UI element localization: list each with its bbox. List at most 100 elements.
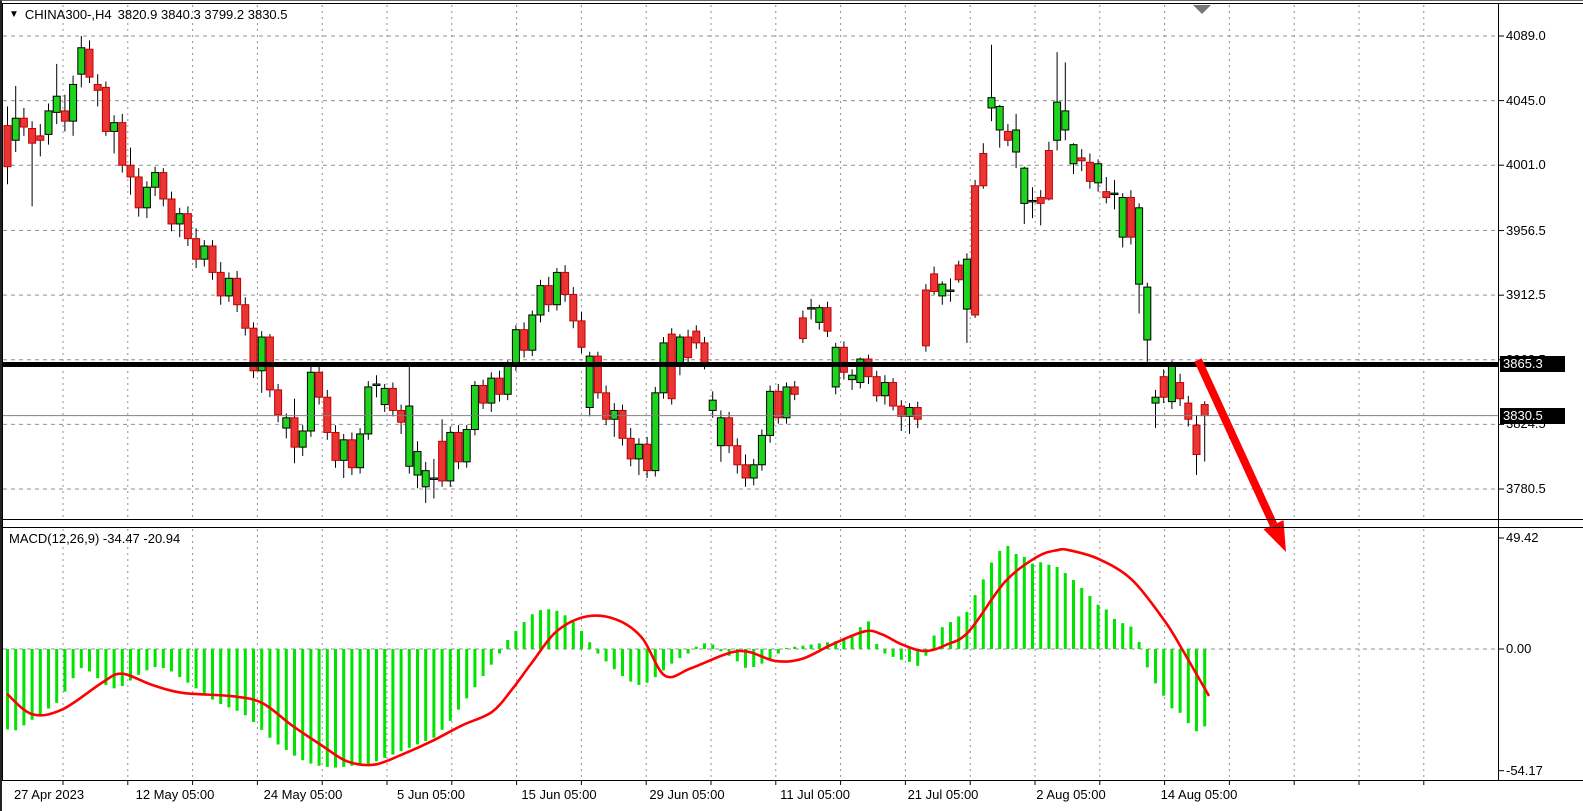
candle-bearish: [397, 409, 406, 423]
candle-bearish: [864, 358, 873, 378]
candle-bullish: [1028, 199, 1037, 203]
macd-histogram-bar: [719, 649, 723, 652]
candle-bullish: [880, 382, 889, 397]
candle-bullish: [552, 271, 561, 306]
trend-arrow-shaft: [1194, 358, 1278, 527]
candle-bullish: [1167, 362, 1176, 403]
macd-histogram-bar: [170, 649, 173, 672]
candle-bearish: [798, 317, 807, 339]
macd-histogram-bar: [375, 649, 378, 762]
candle-bullish: [224, 277, 233, 297]
macd-histogram-bar: [629, 649, 633, 682]
candle-bearish: [971, 185, 980, 316]
candle-bearish: [618, 409, 627, 439]
macd-histogram-bar: [55, 649, 59, 703]
price-axis-label: 4045.0: [1506, 92, 1546, 108]
macd-histogram-bar: [916, 649, 920, 666]
candle-bearish: [438, 440, 447, 482]
candle-bearish: [101, 86, 110, 132]
candle-bullish: [708, 399, 717, 411]
macd-histogram-bar: [1129, 626, 1133, 649]
macd-histogram-bar: [637, 649, 641, 685]
macd-histogram-bar: [1162, 649, 1166, 696]
candle-bullish: [405, 405, 414, 467]
candle-bearish: [454, 431, 463, 463]
candle-bullish: [1151, 396, 1160, 404]
macd-indicator-label: MACD(12,26,9) -34.47 -20.94: [9, 531, 181, 546]
candle-bearish: [1192, 424, 1201, 455]
macd-histogram-bar: [686, 649, 690, 654]
candle-bearish: [1126, 197, 1135, 238]
macd-histogram-bar: [112, 649, 116, 689]
candle-bullish: [987, 97, 996, 109]
macd-histogram-bar: [129, 649, 132, 681]
macd-histogram-bar: [670, 649, 674, 664]
candle-bullish: [487, 377, 496, 404]
macd-histogram-bar: [276, 649, 280, 745]
candle-bullish: [470, 384, 479, 431]
time-axis-label: 29 Jun 05:00: [649, 787, 725, 802]
macd-histogram-bar: [932, 635, 936, 649]
macd-histogram-bar: [334, 649, 337, 768]
macd-histogram-bar: [809, 644, 813, 649]
macd-histogram-bar: [621, 649, 624, 676]
macd-histogram-bar: [1072, 580, 1075, 649]
candle-bearish: [684, 336, 693, 359]
macd-histogram-bar: [1195, 649, 1198, 732]
macd-histogram-bar: [38, 649, 42, 715]
price-axis-label: 4001.0: [1506, 157, 1546, 173]
candle-bearish: [159, 172, 168, 200]
candle-bullish: [1110, 192, 1119, 196]
macd-histogram-bar: [448, 649, 452, 721]
macd-histogram-bar: [711, 644, 715, 649]
current-price-tag: 3830.5: [1500, 407, 1565, 424]
candle-bearish: [183, 213, 192, 240]
candle-bullish: [905, 407, 914, 417]
macd-histogram-bar: [325, 649, 329, 767]
macd-histogram-bar: [875, 644, 879, 649]
macd-histogram-bar: [1113, 618, 1116, 649]
macd-histogram-bar: [949, 622, 952, 649]
macd-histogram-bar: [145, 649, 149, 671]
macd-histogram-bar: [399, 649, 403, 752]
macd-histogram-bar: [227, 649, 231, 708]
macd-histogram-bar: [867, 621, 870, 649]
time-axis-label: 2 Aug 05:00: [1036, 787, 1106, 802]
macd-histogram-bar: [194, 649, 198, 689]
time-axis-label: 21 Jul 05:00: [907, 787, 979, 802]
macd-histogram-bar: [842, 638, 846, 649]
macd-histogram-bar: [1006, 545, 1010, 649]
candle-bearish: [790, 386, 799, 395]
macd-histogram-bar: [744, 649, 747, 668]
candle-bearish: [495, 377, 504, 395]
collapse-triangle-icon[interactable]: ▼: [9, 8, 19, 20]
candle-bearish: [626, 437, 635, 460]
candle-bearish: [3, 125, 12, 168]
macd-histogram-bar: [1088, 595, 1092, 649]
candle-bullish: [44, 110, 53, 135]
candle-bullish: [372, 383, 381, 386]
macd-histogram-bar: [391, 649, 395, 755]
candle-bearish: [85, 48, 94, 78]
candle-bearish: [733, 445, 742, 466]
candle-bullish: [536, 285, 545, 316]
candle-bullish: [782, 386, 791, 419]
candle-bullish: [306, 371, 315, 432]
candle-bearish: [954, 264, 963, 281]
macd-histogram-bar: [1063, 573, 1067, 649]
candle-bullish: [77, 47, 86, 75]
candle-bullish: [946, 289, 955, 292]
macd-histogram-bar: [834, 641, 838, 649]
candle-bearish: [208, 245, 217, 273]
candle-bearish: [233, 277, 242, 306]
macd-histogram-bar: [694, 646, 698, 649]
macd-histogram-bar: [498, 649, 501, 654]
macd-histogram-bar: [63, 649, 67, 692]
macd-histogram-bar: [186, 649, 190, 683]
candle-bullish: [69, 83, 78, 122]
macd-histogram-bar: [407, 649, 411, 748]
macd-histogram-bar: [817, 643, 821, 649]
macd-histogram-bar: [366, 649, 370, 764]
candle-bullish: [938, 283, 947, 297]
